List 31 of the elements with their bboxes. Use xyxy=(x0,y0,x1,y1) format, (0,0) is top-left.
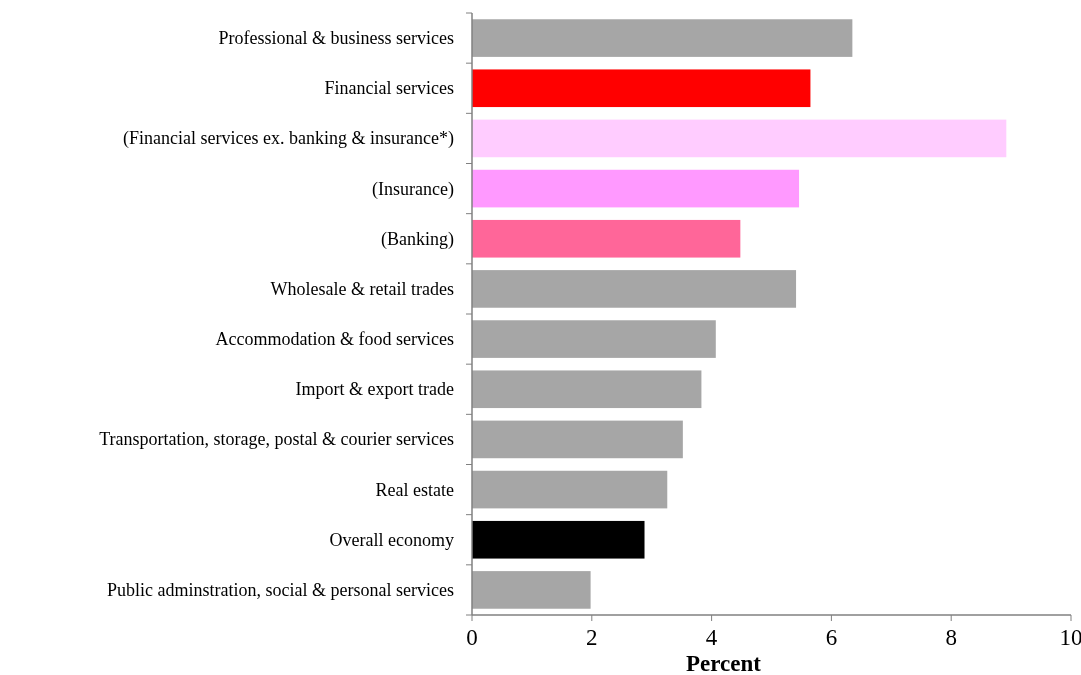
x-tick-label: 10 xyxy=(1059,625,1081,650)
bar xyxy=(472,119,1007,158)
y-tick-label: (Banking) xyxy=(381,228,455,250)
y-tick-label: Overall economy xyxy=(329,529,454,550)
y-tick-label: Professional & business services xyxy=(218,28,454,49)
y-tick-label: Public adminstration, social & personal services xyxy=(107,579,454,600)
bar xyxy=(472,571,591,609)
bar xyxy=(472,520,645,559)
y-tick-label: (Financial services ex. banking & insurance*) xyxy=(123,128,455,150)
bar xyxy=(472,69,811,108)
bar xyxy=(472,169,800,208)
y-tick-label: Accommodation & food services xyxy=(215,329,454,350)
x-tick-label: 4 xyxy=(705,625,718,650)
x-tick-label: 8 xyxy=(945,625,957,650)
y-tick-label: Wholesale & retail trades xyxy=(270,278,454,299)
y-tick-label: Transportation, storage, postal & courier services xyxy=(99,429,454,450)
bar xyxy=(472,420,683,459)
bar xyxy=(472,370,702,409)
y-tick-label: Real estate xyxy=(375,479,454,500)
bar xyxy=(472,270,797,308)
y-tick-label: (Insurance) xyxy=(372,178,454,200)
y-tick-label: Financial services xyxy=(324,78,454,99)
x-axis-title: Percent xyxy=(686,651,762,675)
bar xyxy=(472,320,716,358)
bar xyxy=(472,219,741,258)
x-tick-label: 0 xyxy=(466,625,478,650)
y-tick-label: Import & export trade xyxy=(295,379,455,400)
bar xyxy=(472,19,853,57)
bar xyxy=(472,470,668,509)
x-tick-label: 2 xyxy=(586,625,598,650)
x-tick-label: 6 xyxy=(825,625,838,650)
